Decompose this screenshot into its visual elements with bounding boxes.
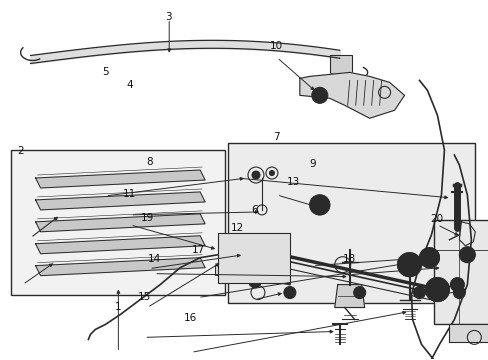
Circle shape bbox=[269, 171, 274, 176]
Text: 5: 5 bbox=[102, 67, 109, 77]
Text: 20: 20 bbox=[429, 215, 443, 224]
Circle shape bbox=[403, 259, 415, 271]
Circle shape bbox=[284, 287, 295, 298]
Circle shape bbox=[309, 195, 329, 215]
Polygon shape bbox=[36, 170, 204, 188]
Polygon shape bbox=[299, 72, 404, 118]
Text: 9: 9 bbox=[309, 159, 315, 169]
Circle shape bbox=[424, 253, 433, 263]
Text: 3: 3 bbox=[165, 12, 172, 22]
Text: 15: 15 bbox=[138, 292, 151, 302]
Bar bbox=[227, 143, 474, 302]
Text: 6: 6 bbox=[250, 206, 257, 216]
Circle shape bbox=[314, 200, 324, 210]
Circle shape bbox=[244, 238, 271, 266]
Text: 10: 10 bbox=[269, 41, 282, 50]
Circle shape bbox=[458, 247, 474, 263]
Bar bbox=[433, 220, 488, 324]
Circle shape bbox=[239, 249, 256, 267]
Text: 19: 19 bbox=[140, 213, 153, 222]
Text: 8: 8 bbox=[146, 157, 152, 167]
Circle shape bbox=[425, 278, 448, 302]
Polygon shape bbox=[36, 236, 204, 254]
Polygon shape bbox=[36, 214, 204, 232]
Circle shape bbox=[430, 284, 443, 296]
Polygon shape bbox=[458, 222, 474, 246]
Circle shape bbox=[452, 287, 465, 298]
Bar bbox=[218, 233, 289, 283]
Circle shape bbox=[248, 276, 261, 288]
Polygon shape bbox=[36, 192, 204, 210]
Circle shape bbox=[311, 87, 327, 103]
Circle shape bbox=[397, 253, 421, 276]
Bar bbox=[215, 265, 233, 275]
Text: 14: 14 bbox=[147, 254, 161, 264]
Polygon shape bbox=[334, 285, 364, 307]
Circle shape bbox=[250, 245, 264, 259]
Circle shape bbox=[449, 278, 464, 292]
Circle shape bbox=[413, 287, 425, 298]
Bar bbox=[448, 324, 488, 342]
Circle shape bbox=[419, 248, 439, 268]
Text: 1: 1 bbox=[114, 302, 121, 312]
Text: 4: 4 bbox=[126, 80, 133, 90]
Text: 2: 2 bbox=[17, 146, 23, 156]
Text: 7: 7 bbox=[272, 132, 279, 142]
Polygon shape bbox=[36, 258, 204, 276]
Text: 17: 17 bbox=[191, 245, 204, 255]
Bar bbox=[11, 150, 224, 294]
Text: 13: 13 bbox=[286, 177, 299, 187]
Text: 18: 18 bbox=[342, 254, 355, 264]
Text: 16: 16 bbox=[184, 313, 197, 323]
Circle shape bbox=[251, 171, 260, 179]
Text: 12: 12 bbox=[230, 224, 244, 233]
Text: 11: 11 bbox=[123, 189, 136, 199]
Bar bbox=[329, 55, 351, 73]
Circle shape bbox=[229, 240, 265, 276]
Circle shape bbox=[353, 287, 365, 298]
